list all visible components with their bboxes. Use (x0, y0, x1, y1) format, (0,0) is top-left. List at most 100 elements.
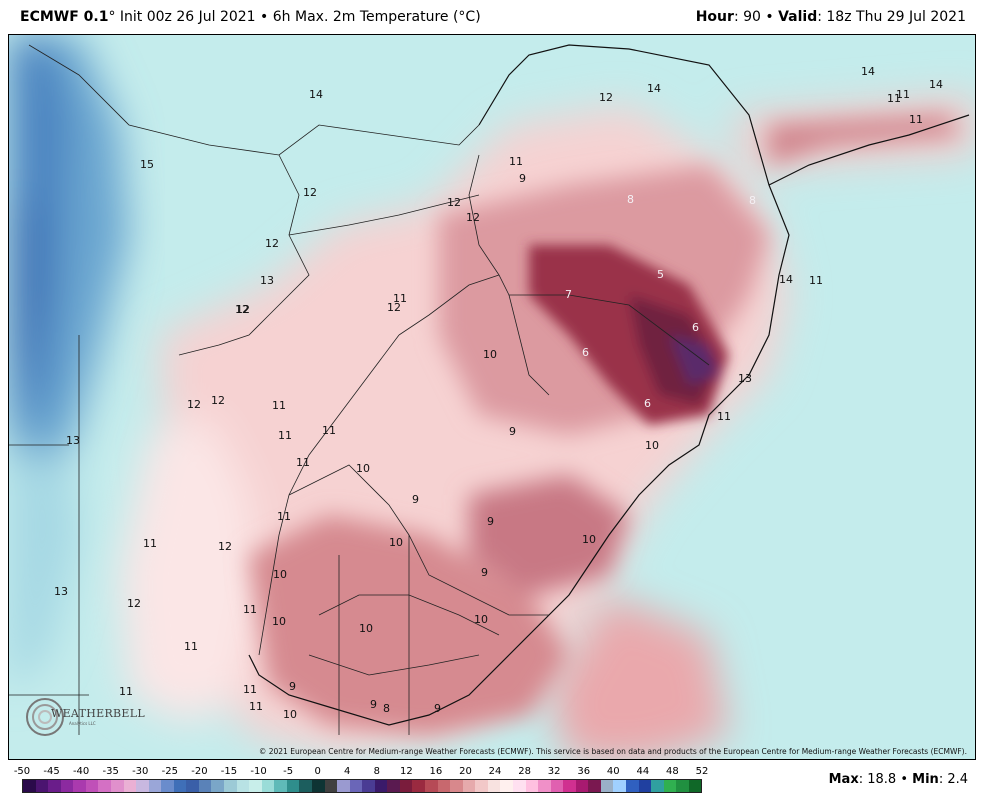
colorbar-swatch (399, 780, 413, 792)
map-value-label: 9 (434, 702, 441, 715)
map-value-label: 12 (235, 303, 249, 316)
field-name: 6h Max. 2m Temperature (°C) (272, 9, 481, 25)
colorbar-tick: 32 (547, 766, 561, 777)
degree-symbol: ° (108, 9, 116, 25)
colorbar-tick: -40 (72, 766, 90, 777)
colorbar-tick: 16 (429, 766, 443, 777)
model-name: ECMWF 0.1 (20, 9, 109, 25)
colorbar-tick: -30 (132, 766, 149, 777)
colorbar-tick: -10 (250, 766, 267, 777)
colorbar-swatch (475, 780, 488, 792)
map-value-label: 8 (749, 194, 756, 207)
map-value-label: 9 (370, 698, 377, 711)
colorbar-swatch (600, 780, 614, 792)
hour-label: Hour (695, 9, 734, 25)
map-value-label: 12 (303, 186, 317, 199)
colorbar-swatch (374, 780, 388, 792)
map-value-label: 6 (582, 346, 589, 359)
map-value-label: 14 (309, 88, 323, 101)
map-value-label: 11 (322, 424, 336, 437)
colorbar-swatch (450, 780, 463, 792)
colorbar-swatch (538, 780, 551, 792)
map-value-label: 9 (289, 680, 296, 693)
map-value-label: 10 (483, 348, 497, 361)
colorbar-tick: 44 (636, 766, 650, 777)
colorbar-swatch (337, 780, 350, 792)
map-value-label: 5 (657, 268, 664, 281)
colorbar-tick: 4 (344, 766, 351, 777)
map-value-label: 10 (389, 536, 403, 549)
colorbar-swatch (487, 780, 501, 792)
colorbar-swatch (575, 780, 589, 792)
colorbar-swatch (148, 780, 162, 792)
map-value-label: 12 (599, 91, 613, 104)
init-time: Init 00z 26 Jul 2021 (119, 9, 256, 25)
map-value-label: 10 (273, 568, 287, 581)
map-value-label: 12 (466, 211, 480, 224)
colorbar-tick: 0 (314, 766, 321, 777)
colorbar-swatch (525, 780, 539, 792)
map-value-label: 11 (296, 456, 310, 469)
colorbar-tick: -45 (43, 766, 60, 777)
map-value-label: 12 (265, 237, 279, 250)
colorbar-tick: 8 (373, 766, 380, 777)
map-value-label: 11 (509, 155, 523, 168)
map-value-label: 13 (66, 434, 80, 447)
map-value-label: 12 (236, 303, 250, 316)
colorbar-swatch (274, 780, 287, 792)
map-value-label: 6 (692, 321, 699, 334)
colorbar-tick: 12 (399, 766, 413, 777)
colorbar-swatch (48, 780, 61, 792)
map-value-label: 12 (387, 301, 401, 314)
separator-bullet-2: • (765, 9, 774, 25)
colorbar-swatch (73, 780, 86, 792)
colorbar-swatch (123, 780, 137, 792)
colorbar-tick: 36 (577, 766, 591, 777)
max-label: Max (828, 772, 859, 787)
colorbar-swatch (211, 780, 224, 792)
colorbar-tick: 28 (518, 766, 531, 777)
map-value-label: 7 (565, 288, 572, 301)
colorbar-scale (22, 779, 702, 793)
warmest-core (529, 245, 729, 425)
map-value-label: 11 (243, 683, 257, 696)
colorbar-swatch (198, 780, 212, 792)
colorbar-swatch (588, 780, 601, 792)
colorbar-swatch (249, 780, 262, 792)
copyright-notice: © 2021 European Centre for Medium-range … (258, 747, 967, 756)
colorbar-swatch (161, 780, 174, 792)
colorbar-swatch (412, 780, 425, 792)
temperature-map[interactable]: 14 12 14 14 14 11 11 15 11 11 9 8 8 12 12 12 12 12 13 5 14 7 1… (8, 34, 976, 760)
separator-bullet: • (260, 9, 269, 25)
map-value-label: 10 (272, 615, 286, 628)
colorbar-swatch (299, 780, 312, 792)
colorbar-swatch (638, 780, 652, 792)
colorbar-swatch (663, 780, 677, 792)
map-value-label: 12 (218, 540, 232, 553)
colorbar-swatch (98, 780, 111, 792)
map-value-label: 11 (277, 510, 291, 523)
coastline (248, 44, 970, 726)
colorbar-swatch (550, 780, 564, 792)
map-value-label: 10 (474, 613, 488, 626)
colorbar-swatch (236, 780, 250, 792)
colorbar-swatch (462, 780, 476, 792)
colorbar-tick: 40 (606, 766, 620, 777)
colorbar-swatch (136, 780, 149, 792)
map-value-label: 10 (582, 533, 596, 546)
map-value-label: 11 (717, 410, 731, 423)
map-value-label: 9 (487, 515, 494, 528)
cold-region (9, 35, 129, 695)
map-value-label: 10 (356, 462, 370, 475)
maxmin-bullet: • (900, 772, 909, 787)
map-value-label: 12 (127, 597, 141, 610)
logo-text: WEATHERBELL (51, 707, 145, 720)
state-borders (9, 44, 710, 735)
map-value-label: 11 (393, 292, 407, 305)
map-value-label: 8 (383, 702, 390, 715)
header-valid: Hour: 90 • Valid: 18z Thu 29 Jul 2021 (696, 0, 966, 34)
colorbar-swatch (425, 780, 438, 792)
colorbar-tick: -35 (102, 766, 119, 777)
